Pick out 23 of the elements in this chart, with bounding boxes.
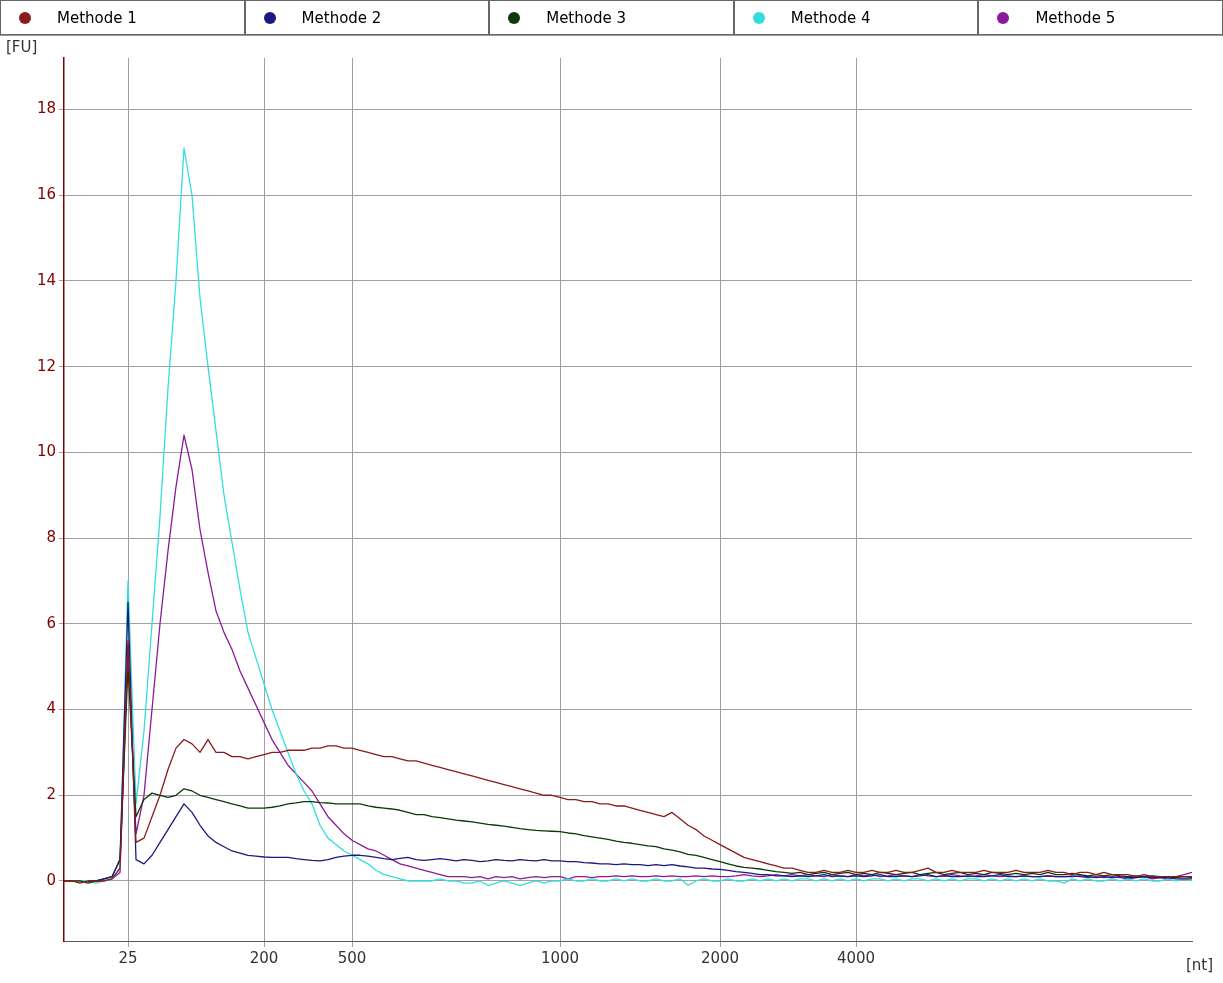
y-tick-label: 2 — [46, 785, 56, 804]
y-tick-label: 16 — [36, 185, 56, 204]
y-tick-label: 4 — [46, 699, 56, 718]
x-tick-label: 200 — [249, 948, 279, 967]
y-tick-label: 8 — [46, 527, 56, 546]
y-tick-label: 6 — [46, 613, 56, 632]
x-tick-label: 500 — [337, 948, 367, 967]
y-axis-title: [FU] — [6, 38, 38, 57]
y-tick-label: 10 — [36, 442, 56, 461]
legend-label: Methode 5 — [1035, 8, 1116, 27]
y-tick-label: 18 — [36, 99, 56, 118]
y-tick-label: 12 — [36, 356, 56, 375]
y-tick-label: 0 — [46, 870, 56, 889]
x-tick-label: 1000 — [540, 948, 580, 967]
legend-label: Methode 4 — [790, 8, 871, 27]
legend-label: Methode 1 — [57, 8, 137, 27]
legend-label: Methode 3 — [546, 8, 626, 27]
x-tick-label: 25 — [118, 948, 138, 967]
x-tick-label: 4000 — [836, 948, 876, 967]
x-axis-title: [nt] — [1185, 956, 1213, 975]
y-tick-label: 14 — [36, 270, 56, 289]
x-tick-label: 2000 — [700, 948, 740, 967]
legend-label: Methode 2 — [301, 8, 382, 27]
